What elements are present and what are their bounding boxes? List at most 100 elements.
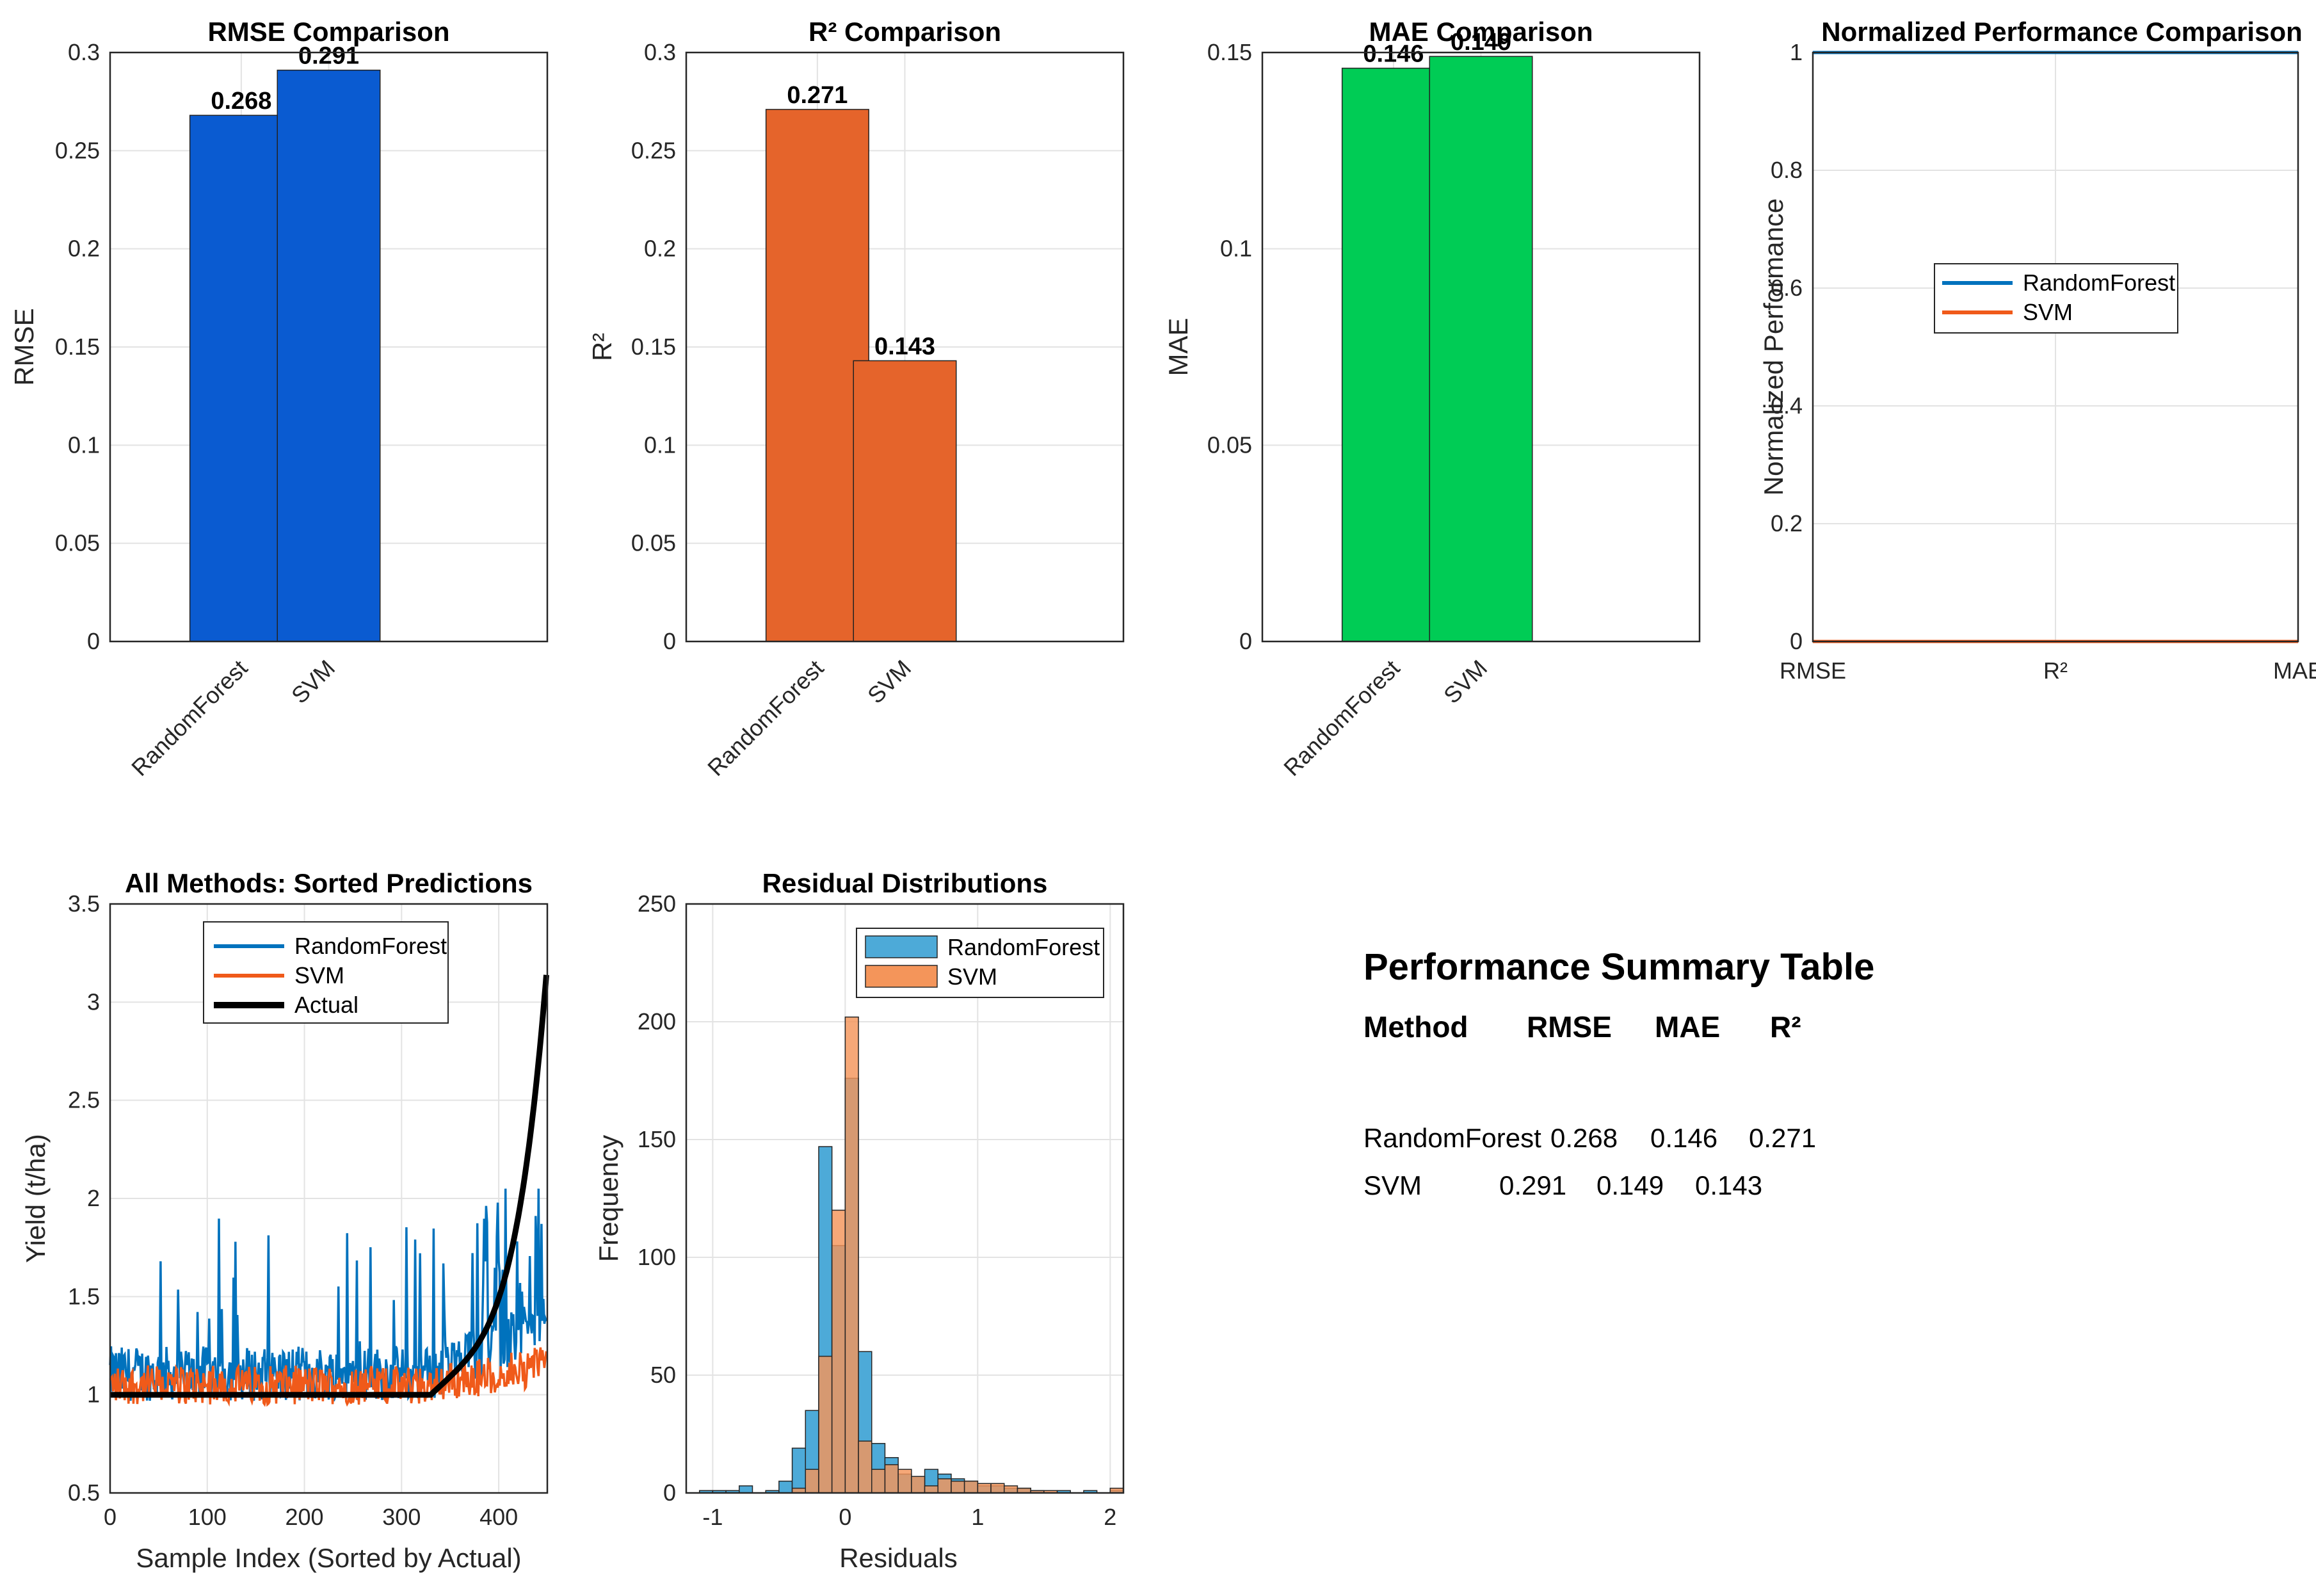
bar: [277, 69, 381, 642]
bar-value-label: 0.146: [1363, 41, 1424, 68]
histogram-bin: [897, 1469, 912, 1494]
y-tick-label: 0.6: [1771, 275, 1803, 301]
histogram-bin: [818, 1355, 833, 1494]
axes-frame: [109, 51, 549, 643]
histogram-bin: [778, 1480, 793, 1494]
x-tick-label: SVM: [862, 655, 916, 709]
x-tick-label: 0: [104, 1504, 117, 1530]
legend-label: RandomForest: [2023, 270, 2175, 296]
y-tick-label: 200: [638, 1008, 676, 1035]
legend-swatch: [865, 965, 938, 988]
histogram-bin: [937, 1478, 952, 1494]
legend-box: [203, 921, 449, 1024]
x-tick-label: R²: [2043, 657, 2068, 684]
y-tick-label: 0.2: [1771, 510, 1803, 536]
y-tick-label: 50: [650, 1362, 676, 1388]
legend: RandomForest SVM Actual: [203, 921, 449, 1024]
histogram-bin: [871, 1469, 886, 1494]
summary-cell-rmse: 0.291: [1499, 1170, 1566, 1200]
y-tick-label: 250: [638, 891, 676, 917]
x-tick-label: 100: [188, 1504, 227, 1530]
y-tick-label: 0.05: [631, 530, 676, 556]
summary-header-method: Method: [1363, 1010, 1468, 1044]
normalized-performance-chart: 0 0.2 0.4 0.6 0.8 1 RMSE R² MAE Normalized Perfor…: [1758, 17, 2316, 684]
x-tick-label: 300: [382, 1504, 421, 1530]
y-axis-label: Normalized Performance: [1758, 198, 1789, 496]
y-axis-label: MAE: [1163, 318, 1193, 376]
x-tick-label: 2: [1104, 1504, 1116, 1530]
legend-swatch: [865, 935, 938, 958]
x-tick-label: -1: [702, 1504, 723, 1530]
y-tick-label: 0.15: [55, 334, 100, 360]
summary-cell-method: RandomForest: [1363, 1123, 1541, 1153]
rmse-bar-chart: 0 0.05 0.1 0.15 0.2 0.25 0.3 0.268 RandomForest 0…: [9, 17, 549, 781]
legend-label: RandomForest: [947, 934, 1100, 960]
y-tick-label: 0.2: [644, 236, 676, 262]
x-tick-label: 0: [839, 1504, 851, 1530]
y-tick-label: 0.8: [1771, 157, 1803, 183]
bar-value-label: 0.149: [1451, 29, 1511, 56]
y-tick-label: 0.05: [1207, 431, 1252, 458]
y-tick-label: 0.3: [68, 39, 100, 65]
y-tick-label: 0: [1239, 628, 1252, 654]
summary-header-mae: MAE: [1655, 1010, 1720, 1044]
summary-table-title: Performance Summary Table: [1363, 946, 1874, 988]
y-axis-label: R²: [587, 333, 617, 361]
histogram-bin: [924, 1485, 938, 1494]
chart-title: Normalized Performance Comparison: [1821, 17, 2303, 47]
summary-cell-rmse: 0.268: [1550, 1123, 1618, 1153]
legend-label: SVM: [2023, 299, 2073, 325]
axes-frame: [109, 903, 549, 1494]
summary-header-rmse: RMSE: [1527, 1010, 1612, 1044]
y-tick-label: 0.1: [644, 431, 676, 458]
y-tick-label: 1: [87, 1382, 100, 1408]
x-tick-label: RandomForest: [126, 655, 252, 781]
y-tick-label: 0.1: [68, 431, 100, 458]
bar-value-label: 0.291: [298, 43, 359, 70]
x-axis-label: Sample Index (Sorted by Actual): [136, 1543, 521, 1573]
y-tick-label: 0: [87, 628, 100, 654]
axes-frame: [685, 903, 1125, 1494]
histogram-bin: [805, 1469, 819, 1494]
histogram-bin: [739, 1485, 753, 1494]
x-tick-label: 400: [479, 1504, 518, 1530]
bar: [1429, 56, 1533, 642]
y-tick-label: 0: [663, 628, 676, 654]
y-tick-label: 0.25: [631, 137, 676, 163]
x-tick-label: RMSE: [1780, 657, 1846, 684]
summary-header-r2: R²: [1770, 1010, 1801, 1044]
y-tick-label: 150: [638, 1126, 676, 1152]
y-tick-label: 2: [87, 1185, 100, 1211]
bar-value-label: 0.143: [874, 333, 935, 360]
performance-summary-table: Performance Summary Table Method RMSE MA…: [1363, 946, 1874, 1200]
x-tick-label: RandomForest: [1278, 655, 1404, 781]
chart-title: R² Comparison: [808, 17, 1001, 47]
series-line: [109, 1347, 548, 1407]
histogram-bin: [884, 1464, 899, 1494]
y-tick-label: 1.5: [68, 1283, 100, 1309]
y-tick-label: 0.25: [55, 137, 100, 163]
y-tick-label: 0.1: [1220, 236, 1252, 262]
x-tick-label: RandomForest: [702, 655, 828, 781]
y-tick-label: 2.5: [68, 1087, 100, 1113]
y-tick-label: 3.5: [68, 891, 100, 917]
chart-title: MAE Comparison: [1369, 17, 1593, 47]
histogram-bin: [951, 1480, 965, 1494]
y-tick-label: 1: [1790, 39, 1803, 65]
bar-value-label: 0.268: [211, 88, 271, 115]
legend-label: SVM: [294, 962, 344, 988]
series-line: [110, 974, 549, 1398]
histogram-bin: [911, 1476, 926, 1494]
y-tick-label: 0.05: [55, 530, 100, 556]
y-tick-label: 3: [87, 988, 100, 1015]
axes-frame: [685, 51, 1125, 643]
bar: [765, 109, 869, 642]
bar: [189, 115, 293, 642]
y-tick-label: 0.5: [68, 1479, 100, 1506]
bar: [853, 360, 957, 642]
chart-title: All Methods: Sorted Predictions: [125, 868, 533, 898]
y-axis-label: Frequency: [593, 1135, 623, 1262]
histogram-bin: [977, 1483, 992, 1494]
x-tick-label: SVM: [286, 655, 340, 709]
legend-label: RandomForest: [294, 933, 447, 959]
